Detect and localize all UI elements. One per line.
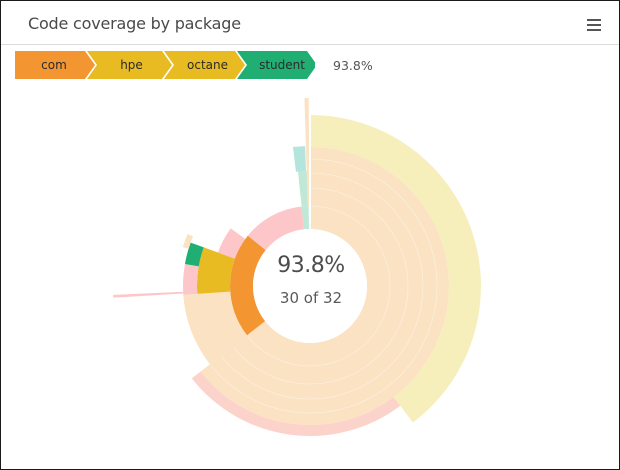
center-summary: 93.8% 30 of 32: [254, 253, 368, 307]
breadcrumb-percentage: 93.8%: [333, 57, 373, 73]
coverage-count: 30 of 32: [279, 289, 343, 307]
breadcrumb-label: com: [41, 58, 67, 72]
coverage-percent: 93.8%: [277, 253, 345, 278]
breadcrumb-label: hpe: [120, 58, 143, 72]
sunburst-segment[interactable]: [310, 115, 481, 423]
breadcrumb-shapes: [15, 51, 315, 79]
sunburst-segment[interactable]: [184, 242, 204, 267]
sunburst-segment[interactable]: [113, 291, 184, 298]
widget-title: Code coverage by package: [28, 14, 241, 33]
breadcrumb-label: student: [259, 58, 305, 72]
breadcrumb: com hpe octane student 93.8%: [15, 51, 373, 79]
sunburst-segment[interactable]: [191, 371, 401, 436]
widget-header: Code coverage by package: [1, 1, 619, 45]
ring-divider: [233, 187, 409, 385]
center-circle[interactable]: [253, 229, 367, 343]
sunburst-segment[interactable]: [183, 291, 247, 365]
breadcrumb-label: octane: [187, 58, 228, 72]
sunburst-segment[interactable]: [182, 234, 194, 249]
breadcrumb-item-com[interactable]: com: [15, 51, 93, 79]
hamburger-menu-icon[interactable]: [587, 19, 601, 31]
sunburst-segment[interactable]: [297, 171, 309, 207]
breadcrumb-item-octane[interactable]: octane: [170, 51, 245, 79]
sunburst-segment[interactable]: [183, 263, 199, 295]
breadcrumb-item-hpe[interactable]: hpe: [93, 51, 170, 79]
sunburst-segment[interactable]: [197, 247, 235, 294]
ring-divider: [210, 158, 438, 414]
sunburst-segment[interactable]: [247, 206, 305, 251]
sunburst-segment[interactable]: [304, 98, 310, 207]
sunburst-segment[interactable]: [301, 206, 310, 230]
sunburst-segment[interactable]: [230, 235, 266, 336]
sunburst-segment[interactable]: [200, 147, 450, 425]
breadcrumb-item-student[interactable]: student: [245, 51, 319, 79]
ring-divider: [221, 172, 424, 400]
sunburst-segment[interactable]: [217, 228, 246, 259]
ring-divider: [247, 205, 391, 367]
sunburst-segment[interactable]: [292, 146, 306, 172]
